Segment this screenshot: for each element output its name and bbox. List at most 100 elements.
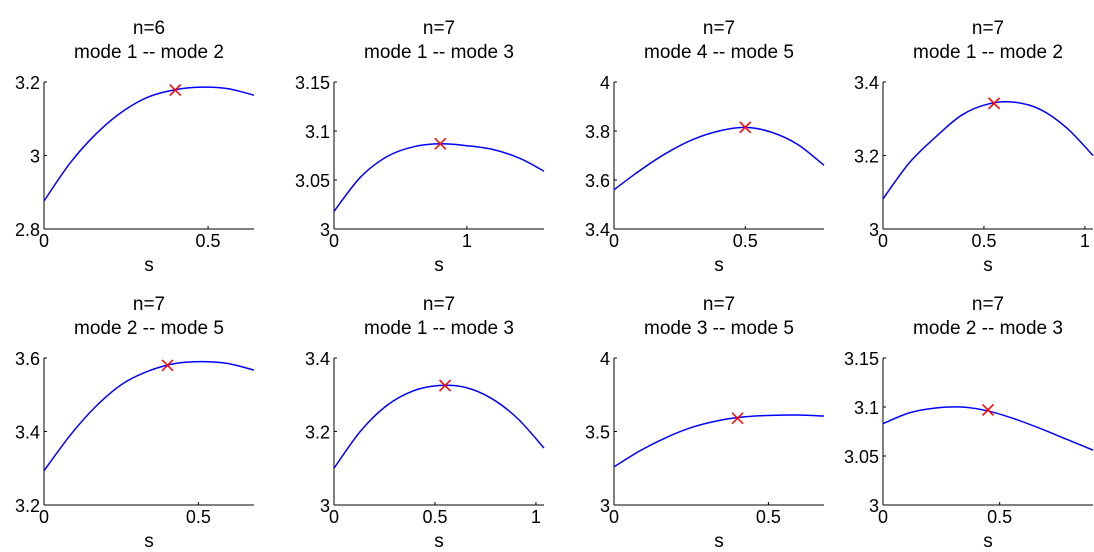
x-tick-label: 0 [878,507,888,527]
subplot-subtitle: mode 1 -- mode 3 [364,318,514,339]
marker-x [981,403,995,416]
subplot-title: n=7 [703,294,735,315]
subplot-title: n=7 [972,18,1004,39]
x-tick-label: 0.5 [756,507,781,527]
x-tick-label: 0 [329,507,339,527]
marker-stroke [439,379,452,392]
y-tick-label: 3.15 [844,349,879,369]
marker-stroke [161,359,174,372]
series-line [882,101,1094,200]
marker-x [731,412,744,425]
x-tick-label: 0.5 [196,231,221,251]
series-line [882,406,1094,451]
x-tick-label: 1 [462,231,472,251]
x-tick-label: 0 [609,231,619,251]
subplot-subtitle: mode 1 -- mode 2 [913,42,1063,63]
series-line [613,126,825,191]
subplot-7: n=7 mode 3 -- mode 5 3 3.5 4 0 0.5 s [585,294,825,552]
y-tick-label: 2.8 [15,220,40,240]
y-tick-label: 3.05 [844,447,879,467]
marker-stroke [169,84,182,97]
y-tick-label: 3.4 [854,73,879,93]
y-tick-label: 3.6 [15,349,40,369]
x-tick-label: 0 [878,231,888,251]
subplot-2: n=7 mode 1 -- mode 3 3 3.05 3.1 3.15 0 1s [295,18,545,276]
y-tick-label: 3.05 [295,171,330,191]
marker-x [161,359,174,372]
y-tick-label: 3.2 [305,423,330,443]
x-tick-label: 0.5 [733,231,758,251]
subplot-title: n=7 [703,18,735,39]
marker-stroke [988,97,1001,110]
subplot-3: n=7 mode 4 -- mode 5 3.4 3.6 3.8 4 0 0.5 s [585,18,825,276]
subplot-subtitle: mode 2 -- mode 5 [74,318,224,339]
marker-x [988,97,1001,110]
x-tick-label: 0 [39,231,49,251]
series-line [43,86,255,202]
y-tick-label: 3.4 [15,423,40,443]
subplot-8: n=7 mode 2 -- mode 3 3 3.05 3.1 3.15 0 0.5 s [844,294,1094,552]
series-line [333,142,545,212]
y-tick-label: 4 [600,73,610,93]
subplot-title: n=6 [133,18,165,39]
x-tick-label: 0 [39,507,49,527]
y-tick-label: 3.15 [295,73,330,93]
y-tick-label: 3 [869,496,879,516]
y-tick-label: 3.6 [585,171,610,191]
subplot-subtitle: mode 1 -- mode 2 [74,42,224,63]
x-tick-label: 0 [329,231,339,251]
y-tick-label: 3 [600,496,610,516]
x-tick-label: 0 [609,507,619,527]
x-axis-label: s [714,255,724,276]
subplot-subtitle: mode 3 -- mode 5 [644,318,794,339]
marker-x [169,84,182,97]
series-line [333,384,545,469]
marker-x [439,379,452,392]
y-tick-label: 3.8 [585,122,610,142]
y-tick-label: 3 [320,220,330,240]
subplot-6: n=7 mode 1 -- mode 3 3 3.2 3.4 0 0.5 1 s [305,294,545,552]
subplot-title: n=7 [972,294,1004,315]
x-tick-label: 0.5 [987,507,1012,527]
y-tick-label: 3.2 [854,147,879,167]
x-axis-label: s [714,531,724,552]
series-line [613,414,825,468]
marker-stroke [731,412,744,425]
y-tick-label: 3 [320,496,330,516]
series-line [43,360,255,472]
marker-x [434,137,447,150]
x-axis-label: s [983,255,993,276]
subplot-title: n=7 [423,294,455,315]
y-tick-label: 3.1 [854,398,879,418]
y-tick-label: 3.1 [305,122,330,142]
x-axis-label: s [144,531,154,552]
x-tick-label: 0.5 [422,507,447,527]
x-tick-label: 1 [531,507,541,527]
marker-stroke [434,137,447,150]
subplot-subtitle: mode 2 -- mode 3 [913,318,1063,339]
subplot-4: n=7 mode 1 -- mode 2 3 3.2 3.4 0 0.5 1 s [854,18,1094,276]
x-axis-label: s [144,255,154,276]
x-axis-label: s [434,255,444,276]
x-axis-label: s [983,531,993,552]
x-tick-label: 1 [1080,231,1090,251]
y-tick-label: 3.4 [305,349,330,369]
subplot-subtitle: mode 1 -- mode 3 [364,42,514,63]
y-tick-label: 3 [30,147,40,167]
subplot-title: n=7 [133,294,165,315]
x-axis-label: s [434,531,444,552]
y-tick-label: 3.2 [15,496,40,516]
subplot-title: n=7 [423,18,455,39]
marker-stroke [739,121,752,134]
y-tick-label: 4 [600,349,610,369]
marker-x [739,121,752,134]
subplot-subtitle: mode 4 -- mode 5 [644,42,794,63]
x-tick-label: 0.5 [971,231,996,251]
y-tick-label: 3 [869,220,879,240]
y-tick-label: 3.5 [585,423,610,443]
subplot-1: n=6 mode 1 -- mode 2 2.8 3 3.2 0 0.5 s [15,18,255,276]
x-tick-label: 0.5 [186,507,211,527]
y-tick-label: 3.4 [585,220,610,240]
y-tick-label: 3.2 [15,73,40,93]
